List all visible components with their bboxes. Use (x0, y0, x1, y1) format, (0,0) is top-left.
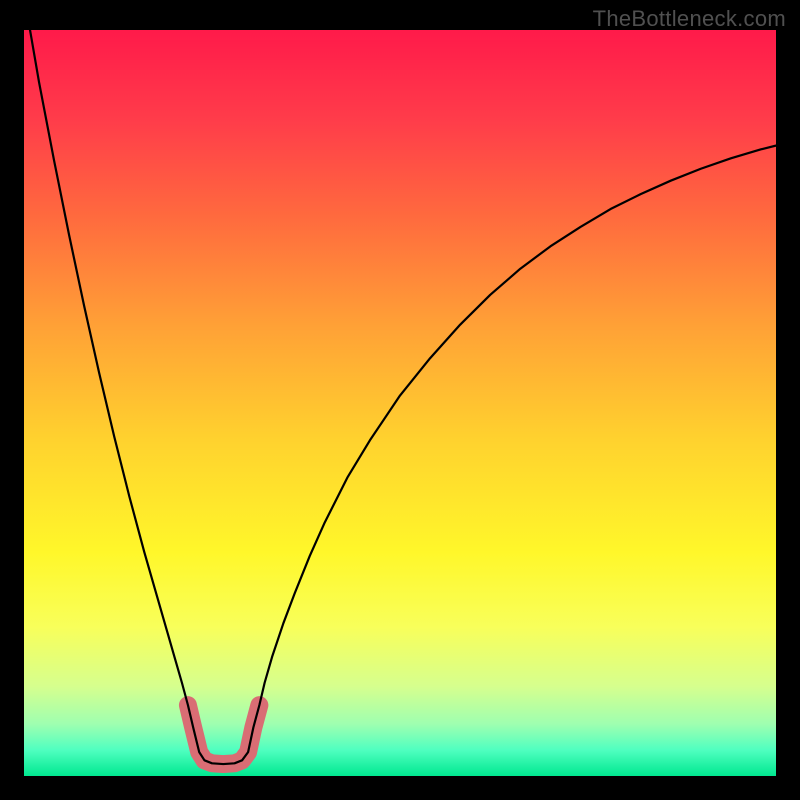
chart-frame: TheBottleneck.com (0, 0, 800, 800)
bottleneck-chart (24, 30, 776, 776)
watermark-text: TheBottleneck.com (593, 6, 786, 32)
chart-background (24, 30, 776, 776)
